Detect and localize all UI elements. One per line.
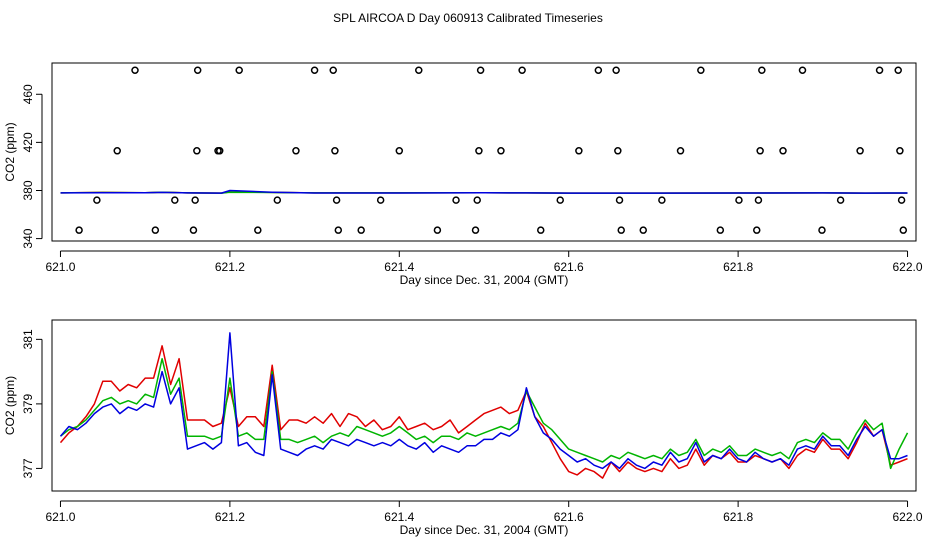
data-point: [193, 66, 202, 74]
data-point: [357, 226, 365, 234]
x-tick-label: 622.0: [893, 510, 923, 524]
data-point: [415, 66, 423, 74]
y-tick-label: 380: [21, 180, 35, 200]
data-point: [758, 66, 766, 74]
x-tick-label: 621.0: [45, 510, 75, 524]
x-tick-label: 622.0: [893, 260, 923, 274]
data-point: [191, 196, 199, 204]
data-point: [473, 196, 481, 204]
top-panel: 621.0 621.2 621.4 621.6 621.8 622.0 Day since …: [3, 62, 923, 287]
x-axis-label: Day since Dec. 31, 2004 (GMT): [400, 273, 569, 287]
data-point: [612, 66, 620, 74]
series-line-green: [60, 357, 909, 470]
data-point: [475, 147, 483, 155]
data-point: [756, 147, 764, 155]
x-tick-label: 621.8: [723, 260, 753, 274]
data-point: [113, 147, 121, 155]
plot-frame: [51, 319, 917, 492]
y-tick-label: 340: [21, 228, 35, 248]
x-tick-label: 621.6: [554, 510, 584, 524]
data-point: [897, 196, 906, 204]
data-point: [658, 196, 666, 204]
data-point: [697, 66, 705, 74]
data-point: [273, 196, 282, 204]
figure-title: SPL AIRCOA D Day 060913 Calibrated Times…: [333, 11, 603, 25]
data-point: [329, 66, 337, 74]
data-point: [754, 196, 763, 204]
y-tick-label: 420: [21, 132, 35, 152]
data-point: [471, 226, 480, 234]
data-point: [331, 147, 339, 155]
x-tick-label: 621.2: [215, 260, 245, 274]
y-tick-label: 460: [21, 84, 35, 104]
data-point: [376, 196, 385, 204]
data-point: [452, 196, 460, 204]
data-point: [875, 66, 884, 74]
y-axis-label: CO2 (ppm): [3, 122, 17, 181]
data-point: [189, 226, 198, 234]
data-point: [476, 66, 485, 74]
data-point: [193, 147, 201, 155]
plot-frame: [51, 62, 917, 242]
data-point: [497, 147, 505, 155]
data-point: [433, 226, 442, 234]
data-point: [639, 226, 647, 234]
data-point: [254, 226, 262, 234]
data-point: [556, 196, 564, 204]
y-tick-label: 377: [21, 458, 35, 478]
series-line-blue: [59, 332, 908, 470]
data-point: [798, 66, 807, 74]
data-point: [735, 196, 743, 204]
x-tick-label: 621.4: [384, 260, 414, 274]
data-point: [753, 226, 761, 234]
data-point: [676, 147, 685, 155]
data-point: [171, 196, 179, 204]
data-point: [779, 147, 787, 155]
data-point: [75, 226, 83, 234]
data-point: [575, 147, 583, 155]
data-point: [292, 147, 300, 155]
y-axis-label: CO2 (ppm): [3, 376, 17, 435]
y-tick-label: 379: [21, 394, 35, 414]
data-point: [615, 196, 624, 204]
data-point: [818, 226, 826, 234]
x-tick-label: 621.6: [554, 260, 584, 274]
data-point: [716, 226, 725, 234]
data-point: [537, 226, 545, 234]
data-point: [334, 226, 343, 234]
x-axis-label: Day since Dec. 31, 2004 (GMT): [400, 523, 569, 537]
data-point: [310, 66, 319, 74]
x-tick-label: 621.8: [723, 510, 753, 524]
data-point: [594, 66, 603, 74]
data-point: [235, 66, 243, 74]
data-point: [151, 226, 160, 234]
data-point: [836, 196, 845, 204]
data-point: [899, 226, 908, 234]
series-line-blue: [60, 189, 908, 194]
data-point: [518, 66, 526, 74]
data-point: [131, 66, 139, 74]
data-point: [332, 196, 341, 204]
data-point: [894, 66, 902, 74]
y-tick-label: 381: [21, 329, 35, 349]
data-point: [614, 147, 622, 155]
data-point: [617, 226, 625, 234]
data-point: [395, 147, 404, 155]
x-tick-label: 621.2: [215, 510, 245, 524]
x-tick-label: 621.4: [384, 510, 414, 524]
x-tick-label: 621.0: [45, 260, 75, 274]
data-point: [215, 147, 224, 155]
data-point: [856, 147, 864, 155]
bottom-panel: 621.0 621.2 621.4 621.6 621.8 622.0 Day since …: [3, 319, 923, 537]
data-point: [93, 196, 101, 204]
data-point: [896, 147, 904, 155]
